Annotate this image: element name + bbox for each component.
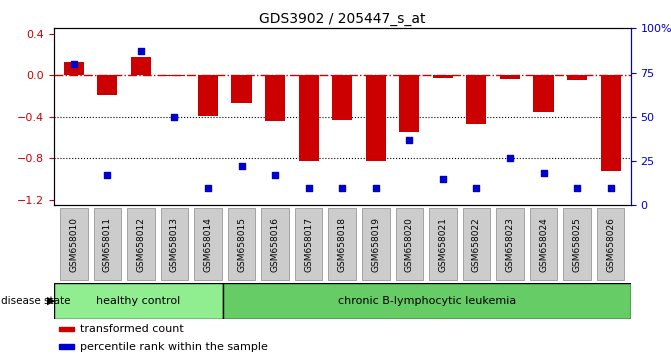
Point — [437, 176, 448, 182]
Text: GSM658013: GSM658013 — [170, 217, 179, 272]
Text: disease state: disease state — [1, 296, 71, 306]
Point — [404, 137, 415, 143]
Text: GSM658011: GSM658011 — [103, 217, 112, 272]
Text: GSM658016: GSM658016 — [270, 217, 280, 272]
FancyBboxPatch shape — [223, 283, 631, 319]
Point — [136, 48, 146, 54]
Point — [303, 185, 314, 190]
Text: GSM658025: GSM658025 — [572, 217, 582, 272]
Bar — [601, 75, 621, 171]
Point — [337, 185, 348, 190]
FancyBboxPatch shape — [261, 209, 289, 280]
Text: chronic B-lymphocytic leukemia: chronic B-lymphocytic leukemia — [338, 296, 516, 306]
Point — [572, 185, 582, 190]
Bar — [231, 75, 252, 103]
Point — [236, 164, 247, 169]
Text: GSM658015: GSM658015 — [237, 217, 246, 272]
Bar — [131, 57, 151, 75]
Point — [169, 114, 180, 120]
Bar — [332, 75, 352, 120]
FancyBboxPatch shape — [161, 209, 188, 280]
FancyBboxPatch shape — [496, 209, 524, 280]
Text: GSM658023: GSM658023 — [505, 217, 515, 272]
Text: GSM658020: GSM658020 — [405, 217, 414, 272]
Bar — [466, 75, 486, 124]
Bar — [97, 75, 117, 95]
FancyBboxPatch shape — [295, 209, 322, 280]
FancyBboxPatch shape — [429, 209, 456, 280]
FancyBboxPatch shape — [54, 283, 223, 319]
Bar — [198, 75, 218, 116]
Text: GSM658024: GSM658024 — [539, 217, 548, 272]
FancyBboxPatch shape — [328, 209, 356, 280]
FancyBboxPatch shape — [597, 209, 624, 280]
Bar — [366, 75, 386, 161]
Text: GSM658021: GSM658021 — [438, 217, 448, 272]
Point — [270, 172, 280, 178]
Bar — [60, 327, 74, 331]
Text: ▶: ▶ — [47, 296, 56, 306]
Bar — [433, 75, 453, 78]
Point — [605, 185, 616, 190]
Bar — [500, 75, 520, 79]
Point — [471, 185, 482, 190]
Title: GDS3902 / 205447_s_at: GDS3902 / 205447_s_at — [259, 12, 425, 26]
Point — [68, 61, 79, 67]
Point — [370, 185, 381, 190]
Bar — [60, 344, 74, 349]
FancyBboxPatch shape — [563, 209, 590, 280]
Bar — [64, 62, 84, 75]
FancyBboxPatch shape — [463, 209, 490, 280]
FancyBboxPatch shape — [227, 209, 255, 280]
Text: percentile rank within the sample: percentile rank within the sample — [80, 342, 268, 352]
Bar — [265, 75, 285, 121]
FancyBboxPatch shape — [530, 209, 557, 280]
Text: GSM658022: GSM658022 — [472, 217, 481, 272]
Bar — [567, 75, 587, 80]
Bar — [399, 75, 419, 132]
Text: healthy control: healthy control — [97, 296, 180, 306]
FancyBboxPatch shape — [395, 209, 423, 280]
Text: GSM658010: GSM658010 — [69, 217, 79, 272]
FancyBboxPatch shape — [60, 209, 87, 280]
Bar — [533, 75, 554, 112]
Point — [102, 172, 113, 178]
Text: GSM658019: GSM658019 — [371, 217, 380, 272]
FancyBboxPatch shape — [127, 209, 154, 280]
Text: GSM658026: GSM658026 — [606, 217, 615, 272]
Text: GSM658018: GSM658018 — [338, 217, 347, 272]
Point — [203, 185, 213, 190]
Point — [505, 155, 515, 160]
Text: GSM658014: GSM658014 — [203, 217, 213, 272]
FancyBboxPatch shape — [362, 209, 389, 280]
Text: GSM658017: GSM658017 — [304, 217, 313, 272]
Bar — [164, 75, 185, 76]
Point — [538, 171, 549, 176]
FancyBboxPatch shape — [94, 209, 121, 280]
Text: transformed count: transformed count — [80, 324, 183, 334]
FancyBboxPatch shape — [195, 209, 221, 280]
Text: GSM658012: GSM658012 — [136, 217, 146, 272]
Bar — [299, 75, 319, 161]
